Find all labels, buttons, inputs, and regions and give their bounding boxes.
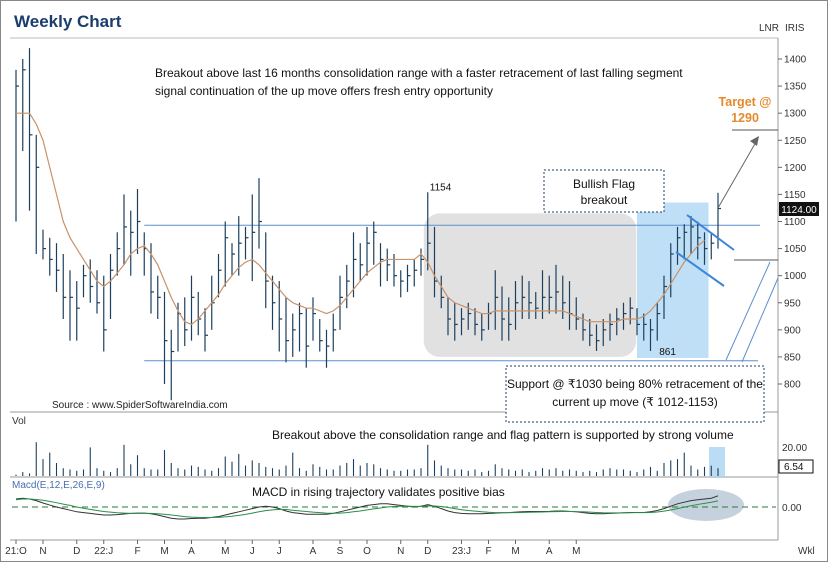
last-price-box: [779, 202, 819, 216]
consolidation-shade: [423, 213, 637, 357]
symbol-label: IRIS: [785, 23, 805, 34]
x-tick-label: F: [134, 546, 140, 557]
source-label: Source : www.SpiderSoftwareIndia.com: [52, 400, 228, 411]
flag-callout-box: [543, 169, 665, 213]
x-tick-label: A: [546, 546, 553, 557]
volume-tick: 20.00: [782, 443, 807, 454]
x-tick-label: A: [310, 546, 317, 557]
target-value: 1290: [731, 111, 759, 125]
macd-tick: 0.00: [782, 503, 802, 514]
main-annotation-line2: signal continuation of the up move offer…: [155, 84, 493, 98]
volume-note: Breakout above the consolidation range a…: [272, 428, 734, 442]
support-callout-box: [505, 365, 765, 423]
price-bars: [15, 48, 721, 401]
price-tick-label: 1400: [784, 55, 807, 66]
volume-bars: [15, 442, 719, 476]
support-pointer-2: [741, 277, 779, 363]
price-tick-label: 1150: [784, 190, 806, 201]
period-label: Wkl: [798, 546, 815, 557]
x-tick-label: M: [572, 546, 580, 557]
x-tick-label: M: [511, 546, 519, 557]
flag-lower-line: [675, 251, 725, 287]
support-callout-line1: Support @ ₹1030 being 80% retracement of…: [507, 377, 763, 391]
price-tick-label: 900: [784, 325, 801, 336]
scale-label: LNR: [759, 23, 779, 34]
x-tick-label: D: [73, 546, 80, 557]
x-tick-label: N: [397, 546, 404, 557]
price-tick-label: 1100: [784, 217, 806, 228]
flag-upper-line: [686, 214, 735, 251]
low-label: 861: [659, 347, 676, 358]
price-tick-label: 1000: [784, 271, 807, 282]
macd-label: Macd(E,12,E,26,E,9): [12, 480, 105, 491]
volume-label: Vol: [12, 416, 26, 427]
chart-title: Weekly Chart: [14, 12, 122, 31]
last-price: 1124.00: [781, 205, 817, 216]
x-axis: 21:O N D 22:J F M A M J J A S O N D 23:J F M A M: [5, 540, 580, 557]
x-tick-label: D: [424, 546, 431, 557]
support-pointer-1: [725, 261, 771, 361]
flag-callout-line2: breakout: [581, 193, 628, 207]
macd-signal-line: [15, 498, 719, 519]
main-annotation-line1: Breakout above last 16 months consolidat…: [155, 66, 683, 80]
price-tick-label: 1250: [784, 136, 807, 147]
high-label: 1154: [430, 182, 452, 193]
price-tick-label: 1050: [784, 244, 807, 255]
macd-note: MACD in rising trajectory validates posi…: [252, 485, 505, 499]
x-tick-label: J: [250, 546, 255, 557]
x-tick-label: 21:O: [5, 546, 27, 557]
target-label: Target @: [719, 95, 772, 109]
target-arrowhead: [750, 136, 759, 146]
price-tick-label: 850: [784, 352, 801, 363]
price-tick-label: 800: [784, 380, 801, 391]
x-tick-label: N: [39, 546, 46, 557]
x-tick-label: F: [485, 546, 491, 557]
x-tick-label: M: [221, 546, 229, 557]
price-tick-label: 1300: [784, 109, 807, 120]
target-arrow-line: [717, 141, 757, 209]
support-callout-line2: current up move (₹ 1012-1153): [552, 395, 718, 409]
x-tick-label: J: [277, 546, 282, 557]
x-tick-label: A: [188, 546, 195, 557]
macd-highlight: [668, 489, 744, 521]
price-axis: 1400 1350 1300 1250 1200 1150 1100 1050 1000 950 9…: [778, 55, 807, 391]
x-tick-label: 22:J: [94, 546, 113, 557]
x-tick-label: M: [160, 546, 168, 557]
price-tick-label: 1200: [784, 163, 807, 174]
volume-last-box: [778, 459, 814, 474]
x-tick-label: 23:J: [452, 546, 471, 557]
price-tick-label: 1350: [784, 82, 807, 93]
moving-average-line: [16, 112, 705, 326]
x-tick-label: S: [337, 546, 344, 557]
volume-highlight: [709, 447, 725, 477]
flag-callout-line1: Bullish Flag: [573, 177, 635, 191]
price-tick-label: 950: [784, 298, 801, 309]
volume-last: 6.54: [784, 462, 804, 473]
x-tick-label: O: [363, 546, 371, 557]
